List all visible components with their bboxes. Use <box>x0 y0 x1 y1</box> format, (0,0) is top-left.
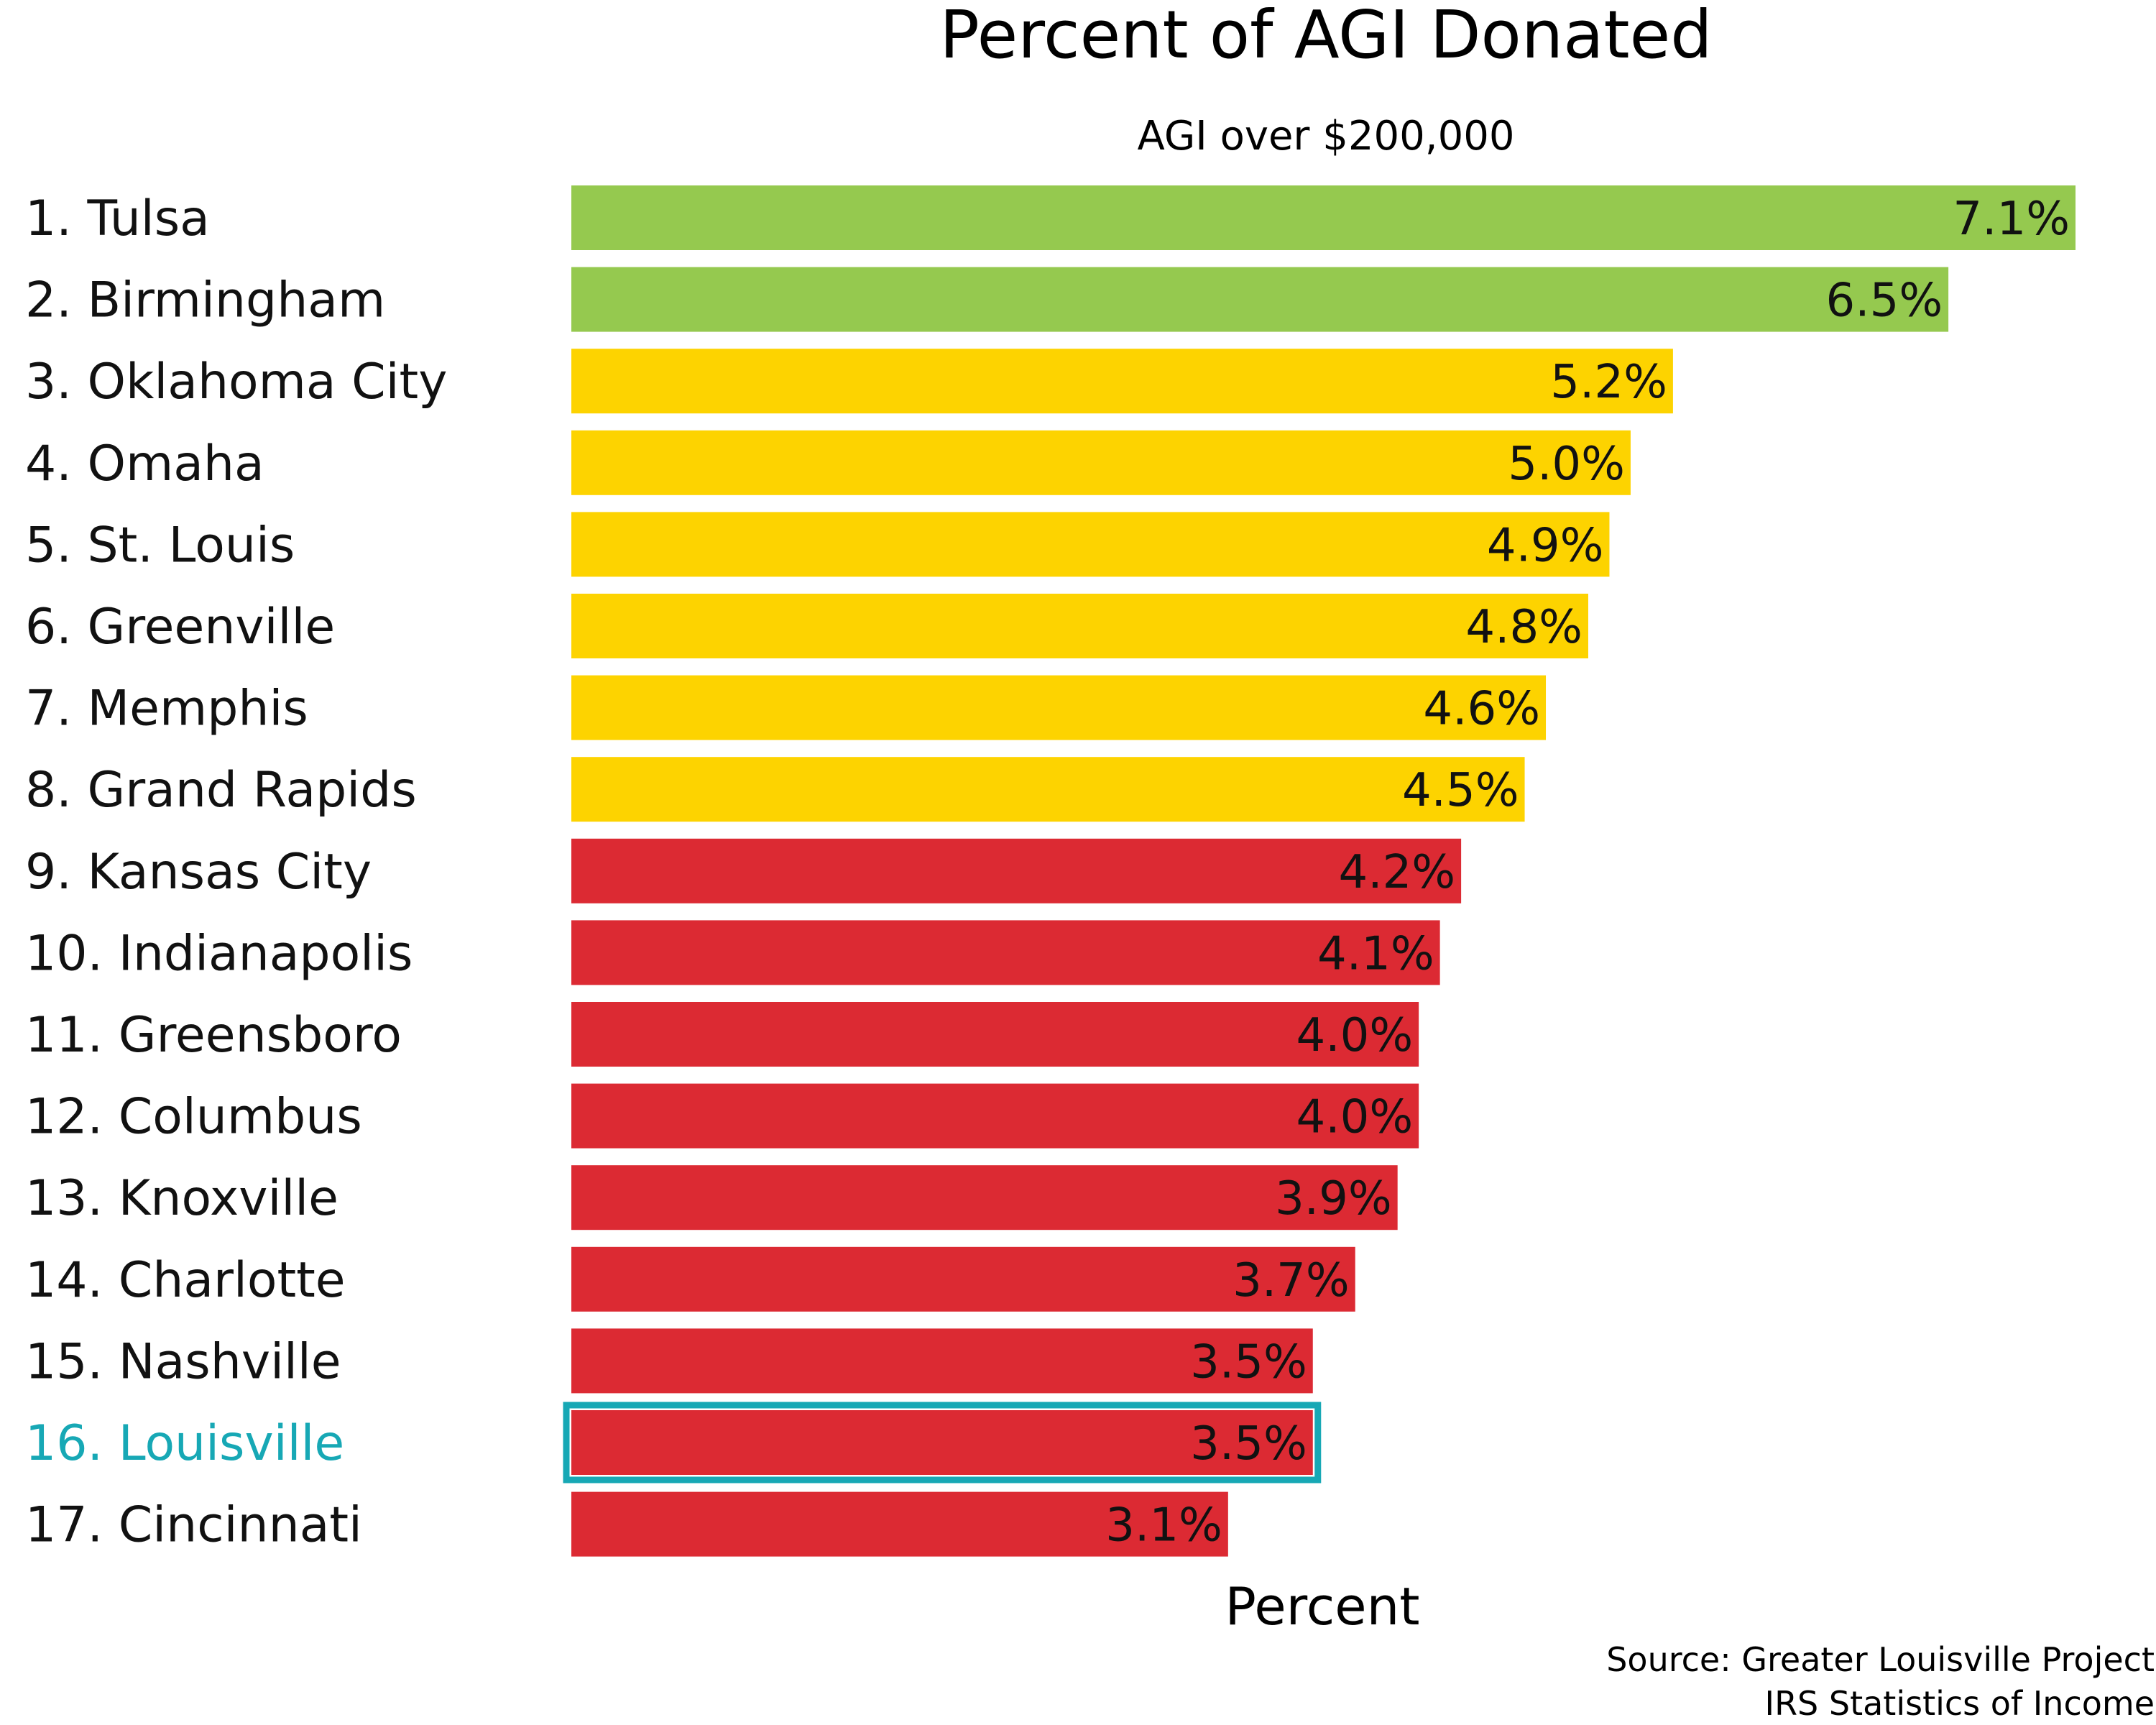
value-label: 4.1% <box>1317 927 1434 980</box>
value-label: 3.9% <box>1275 1172 1392 1225</box>
category-label: 7. Memphis <box>25 681 308 737</box>
chart-title: Percent of AGI Donated <box>939 0 1712 73</box>
bar-1 <box>571 185 2076 250</box>
bar-14 <box>571 1246 1355 1312</box>
bar-2 <box>571 267 1949 332</box>
value-label: 3.5% <box>1190 1417 1307 1471</box>
category-label: 8. Grand Rapids <box>25 762 417 819</box>
bar-15 <box>571 1328 1313 1394</box>
value-label: 3.1% <box>1105 1499 1222 1552</box>
category-label: 16. Louisville <box>25 1415 344 1472</box>
category-label: 13. Knoxville <box>25 1170 338 1227</box>
chart-subtitle: AGI over $200,000 <box>1138 113 1515 160</box>
category-label: 15. Nashville <box>25 1333 341 1390</box>
highlight-outline <box>563 1402 1322 1484</box>
category-label: 14. Charlotte <box>25 1252 346 1309</box>
bar-7 <box>571 675 1547 740</box>
category-label: 12. Columbus <box>25 1089 362 1146</box>
source-line-1: Source: Greater Louisville Project <box>1606 1640 2155 1679</box>
bar-3 <box>571 349 1673 414</box>
value-label: 7.1% <box>1953 193 2070 246</box>
bar-5 <box>571 512 1610 577</box>
value-label: 4.0% <box>1296 1009 1414 1062</box>
bar-12 <box>571 1083 1419 1149</box>
category-label: 4. Omaha <box>25 436 264 492</box>
category-label: 17. Cincinnati <box>25 1497 362 1554</box>
bar-17 <box>571 1491 1228 1557</box>
bar-4 <box>571 430 1631 495</box>
category-label: 2. Birmingham <box>25 272 385 329</box>
x-axis-label: Percent <box>1225 1576 1420 1637</box>
bar-10 <box>571 920 1440 985</box>
category-label: 6. Greenville <box>25 599 335 656</box>
bar-6 <box>571 594 1588 658</box>
value-label: 3.5% <box>1190 1335 1307 1389</box>
value-label: 6.5% <box>1826 275 1943 328</box>
category-label: 3. Oklahoma City <box>25 354 447 410</box>
value-label: 4.8% <box>1465 601 1583 654</box>
value-label: 5.0% <box>1508 438 1625 491</box>
category-label: 9. Kansas City <box>25 844 372 901</box>
value-label: 4.2% <box>1339 846 1456 899</box>
value-label: 5.2% <box>1550 356 1667 409</box>
bar-group: 1. Tulsa 7.1% 2. Birmingham 6.5% 3. Oklahoma… <box>25 185 2076 1557</box>
bar-8 <box>571 757 1525 822</box>
category-label: 11. Greensboro <box>25 1007 402 1064</box>
value-label: 4.9% <box>1487 519 1604 572</box>
source-line-2: IRS Statistics of Income <box>1765 1684 2155 1723</box>
value-label: 3.7% <box>1233 1254 1350 1307</box>
value-label: 4.0% <box>1296 1091 1414 1144</box>
bar-11 <box>571 1002 1419 1067</box>
bar-16 <box>571 1410 1313 1475</box>
category-label: 1. Tulsa <box>25 190 210 247</box>
bar-9 <box>571 838 1462 903</box>
category-label: 10. Indianapolis <box>25 925 413 982</box>
bar-13 <box>571 1165 1398 1230</box>
value-label: 4.5% <box>1402 764 1519 817</box>
category-label: 5. St. Louis <box>25 517 295 574</box>
value-label: 4.6% <box>1423 683 1540 736</box>
